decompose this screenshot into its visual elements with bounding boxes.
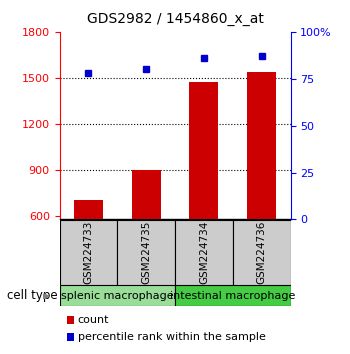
Bar <box>189 82 218 219</box>
Bar <box>233 220 290 285</box>
Bar <box>117 220 175 285</box>
Text: GSM224733: GSM224733 <box>83 221 93 284</box>
Text: count: count <box>78 315 109 325</box>
Text: GSM224735: GSM224735 <box>141 221 151 284</box>
Text: cell type: cell type <box>7 289 58 302</box>
Bar <box>175 285 290 306</box>
Bar <box>132 170 161 219</box>
Bar <box>60 220 117 285</box>
Bar <box>175 220 233 285</box>
Text: percentile rank within the sample: percentile rank within the sample <box>78 332 266 342</box>
Bar <box>247 72 276 219</box>
Text: intestinal macrophage: intestinal macrophage <box>170 291 295 301</box>
Bar <box>74 200 103 219</box>
Text: GSM224734: GSM224734 <box>199 221 209 284</box>
Bar <box>60 285 175 306</box>
Text: GDS2982 / 1454860_x_at: GDS2982 / 1454860_x_at <box>86 12 264 27</box>
Text: GSM224736: GSM224736 <box>257 221 267 284</box>
Text: splenic macrophage: splenic macrophage <box>61 291 174 301</box>
